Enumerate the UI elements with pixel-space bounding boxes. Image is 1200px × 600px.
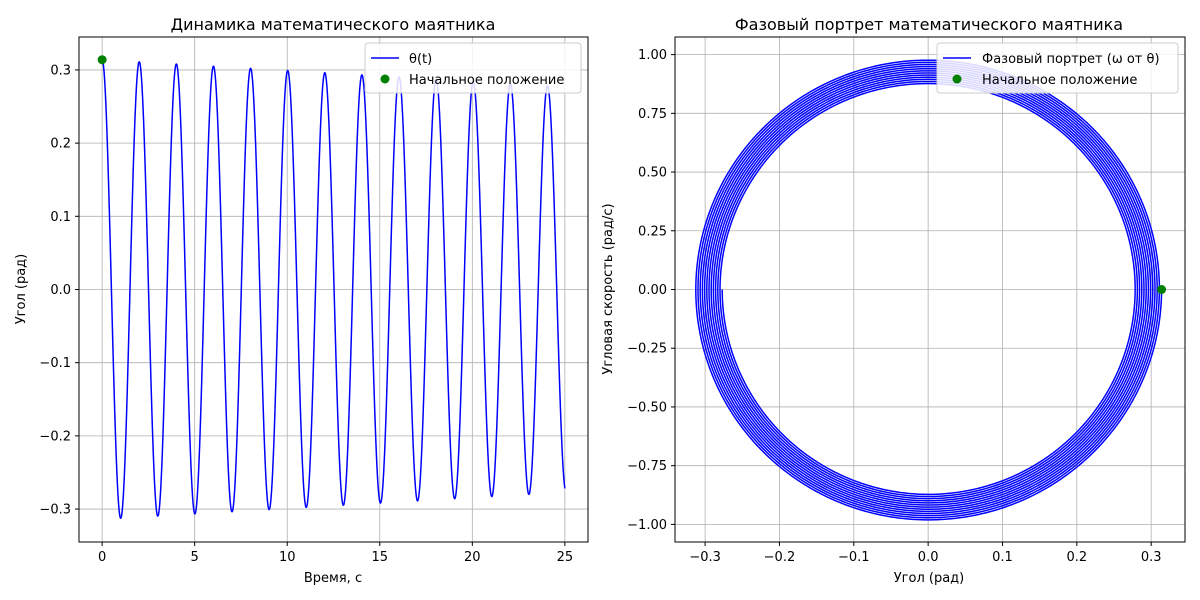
series-line [695, 59, 1163, 521]
x-tick-label: 0.1 [992, 550, 1013, 565]
y-tick-label: 0.3 [50, 63, 71, 78]
x-tick-label: 0 [98, 550, 106, 565]
y-tick-label: 0.00 [638, 283, 667, 298]
y-tick-label: 0.1 [50, 210, 71, 225]
initial-position-point [1157, 285, 1167, 294]
right-plot-area [695, 59, 1167, 521]
x-tick-label: −0.1 [838, 550, 870, 565]
y-tick-label: −0.75 [627, 459, 667, 474]
right-axes-frame [674, 36, 1186, 543]
left-chart-title: Динамика математического маятника [171, 15, 496, 34]
x-tick-label: 0.3 [1141, 550, 1162, 565]
left-ticks: 0 5 10 15 20 25 −0.3 −0.2 −0.1 0.0 0.1 0.2 0.3 [39, 63, 573, 565]
right-legend-marker-swatch [952, 74, 962, 84]
series-line [101, 58, 566, 519]
left-chart: Динамика математического маятника 0 5 10 15… [14, 15, 589, 586]
y-tick-label: 0.50 [638, 166, 667, 181]
left-axes-frame [78, 36, 589, 543]
right-ylabel: Угловая скорость (рад/с) [601, 203, 616, 374]
y-tick-label: −0.3 [39, 503, 71, 518]
y-tick-label: 0.0 [50, 283, 71, 298]
right-xlabel: Угол (рад) [894, 571, 965, 586]
y-tick-label: −0.2 [39, 429, 71, 444]
left-legend-marker-swatch [380, 74, 390, 84]
y-tick-label: 0.25 [638, 224, 667, 239]
x-tick-label: 15 [371, 550, 388, 565]
x-tick-label: −0.3 [689, 550, 721, 565]
right-legend: Фазовый портрет (ω от θ) Начальное полож… [936, 42, 1179, 94]
left-legend: θ(t) Начальное положение [364, 42, 582, 94]
y-tick-label: −0.25 [627, 342, 667, 357]
left-xlabel: Время, с [304, 571, 362, 586]
x-tick-label: 0.0 [918, 550, 939, 565]
y-tick-label: −0.1 [39, 356, 71, 371]
x-tick-label: 10 [279, 550, 296, 565]
x-tick-label: 0.2 [1066, 550, 1087, 565]
left-plot-area [97, 55, 566, 519]
left-legend-label-start: Начальное положение [409, 73, 564, 88]
right-chart-title: Фазовый портрет математического маятника [735, 15, 1123, 34]
right-chart: Фазовый портрет математического маятника… [601, 15, 1186, 586]
x-tick-label: 25 [557, 550, 574, 565]
y-tick-label: 0.2 [50, 137, 71, 152]
x-tick-label: 5 [191, 550, 199, 565]
y-tick-label: 0.75 [638, 107, 667, 122]
x-tick-label: 20 [464, 550, 481, 565]
left-ylabel: Угол (рад) [14, 254, 29, 325]
right-legend-label-start: Начальное положение [982, 73, 1137, 88]
right-ticks: −0.3 −0.2 −0.1 0.0 0.1 0.2 0.3 −1.00 −0.75 −0.50 −… [627, 48, 1161, 565]
right-legend-label-phase: Фазовый портрет (ω от θ) [982, 52, 1160, 67]
right-legend-box [936, 42, 1179, 94]
initial-position-point [97, 55, 107, 65]
y-tick-label: −1.00 [627, 518, 667, 533]
x-tick-label: −0.2 [764, 550, 796, 565]
right-grid [675, 37, 1185, 542]
y-tick-label: 1.00 [638, 48, 667, 63]
left-legend-box [364, 42, 582, 94]
left-legend-label-theta: θ(t) [409, 52, 432, 67]
y-tick-label: −0.50 [627, 400, 667, 415]
